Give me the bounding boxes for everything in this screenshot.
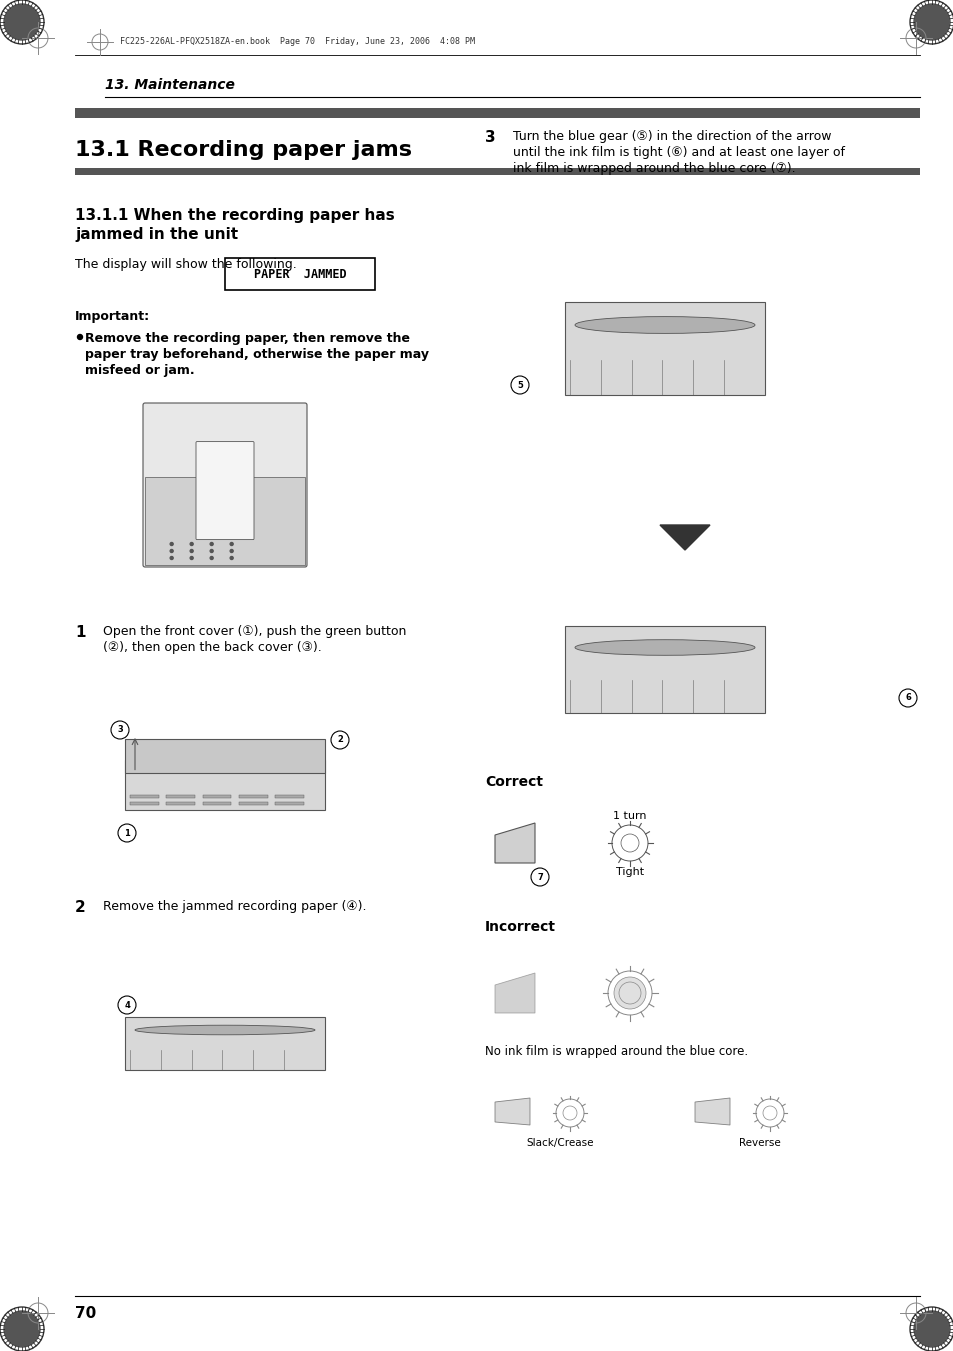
Circle shape	[511, 376, 529, 394]
Circle shape	[4, 4, 40, 41]
Text: No ink film is wrapped around the blue core.: No ink film is wrapped around the blue c…	[484, 1046, 747, 1058]
Text: Open the front cover (①), push the green button
(②), then open the back cover (③: Open the front cover (①), push the green…	[103, 626, 406, 654]
Bar	[239, 794, 268, 798]
Bar	[564, 301, 764, 394]
Bar	[275, 794, 304, 798]
Ellipse shape	[575, 640, 754, 655]
Circle shape	[4, 1310, 40, 1347]
FancyBboxPatch shape	[195, 442, 253, 539]
Text: Reverse: Reverse	[739, 1138, 781, 1148]
Text: 7: 7	[537, 873, 542, 881]
Polygon shape	[659, 526, 709, 550]
Polygon shape	[495, 1098, 530, 1125]
Bar	[125, 1017, 325, 1070]
Text: Important:: Important:	[75, 309, 150, 323]
Text: 70: 70	[75, 1305, 96, 1320]
Circle shape	[913, 1310, 949, 1347]
Bar	[145, 477, 305, 565]
Circle shape	[190, 550, 193, 553]
Circle shape	[210, 550, 213, 553]
Text: PAPER  JAMMED: PAPER JAMMED	[253, 267, 346, 281]
Text: Tight: Tight	[616, 867, 643, 877]
Text: 3: 3	[484, 130, 496, 145]
Text: Correct: Correct	[484, 775, 542, 789]
Ellipse shape	[135, 1025, 314, 1035]
Text: Slack/Crease: Slack/Crease	[526, 1138, 593, 1148]
Text: 13. Maintenance: 13. Maintenance	[105, 78, 234, 92]
Bar	[275, 801, 304, 805]
Polygon shape	[695, 1098, 729, 1125]
Polygon shape	[495, 973, 535, 1013]
Text: 2: 2	[75, 900, 86, 915]
Text: 1: 1	[75, 626, 86, 640]
Text: 5: 5	[517, 381, 522, 389]
Circle shape	[210, 543, 213, 546]
Bar	[166, 794, 194, 798]
Text: Turn the blue gear (⑤) in the direction of the arrow
until the ink film is tight: Turn the blue gear (⑤) in the direction …	[513, 130, 844, 176]
Circle shape	[118, 996, 136, 1015]
Text: 6: 6	[904, 693, 910, 703]
Bar	[130, 794, 158, 798]
Circle shape	[331, 731, 349, 748]
Circle shape	[170, 543, 173, 546]
Circle shape	[898, 689, 916, 707]
Bar	[125, 761, 325, 811]
Circle shape	[190, 543, 193, 546]
Circle shape	[190, 557, 193, 559]
Text: The display will show the following.: The display will show the following.	[75, 258, 296, 272]
Circle shape	[210, 557, 213, 559]
Circle shape	[913, 4, 949, 41]
Circle shape	[230, 550, 233, 553]
Text: 3: 3	[117, 725, 123, 735]
Circle shape	[118, 824, 136, 842]
Text: Remove the recording paper, then remove the
paper tray beforehand, otherwise the: Remove the recording paper, then remove …	[85, 332, 429, 377]
Text: 1 turn: 1 turn	[613, 811, 646, 821]
Text: 4: 4	[124, 1001, 130, 1009]
Bar	[239, 801, 268, 805]
Circle shape	[531, 867, 548, 886]
Circle shape	[614, 977, 645, 1009]
Bar	[125, 739, 325, 773]
Bar	[75, 168, 919, 176]
Polygon shape	[495, 823, 535, 863]
Ellipse shape	[575, 316, 754, 334]
Circle shape	[230, 543, 233, 546]
Text: Incorrect: Incorrect	[484, 920, 556, 934]
Bar	[564, 626, 764, 712]
Bar	[75, 108, 919, 118]
Bar	[225, 258, 375, 290]
Bar	[130, 801, 158, 805]
Text: Remove the jammed recording paper (④).: Remove the jammed recording paper (④).	[103, 900, 366, 913]
Bar	[203, 801, 231, 805]
Text: 1: 1	[124, 828, 130, 838]
Bar	[166, 801, 194, 805]
Bar	[203, 794, 231, 798]
Circle shape	[111, 721, 129, 739]
Circle shape	[77, 335, 82, 339]
Text: 13.1 Recording paper jams: 13.1 Recording paper jams	[75, 141, 412, 159]
Circle shape	[230, 557, 233, 559]
Text: 13.1.1 When the recording paper has
jammed in the unit: 13.1.1 When the recording paper has jamm…	[75, 208, 395, 242]
Circle shape	[170, 550, 173, 553]
Text: FC225-226AL-PFQX2518ZA-en.book  Page 70  Friday, June 23, 2006  4:08 PM: FC225-226AL-PFQX2518ZA-en.book Page 70 F…	[120, 38, 475, 46]
FancyBboxPatch shape	[143, 403, 307, 567]
Text: 2: 2	[336, 735, 342, 744]
Circle shape	[170, 557, 173, 559]
